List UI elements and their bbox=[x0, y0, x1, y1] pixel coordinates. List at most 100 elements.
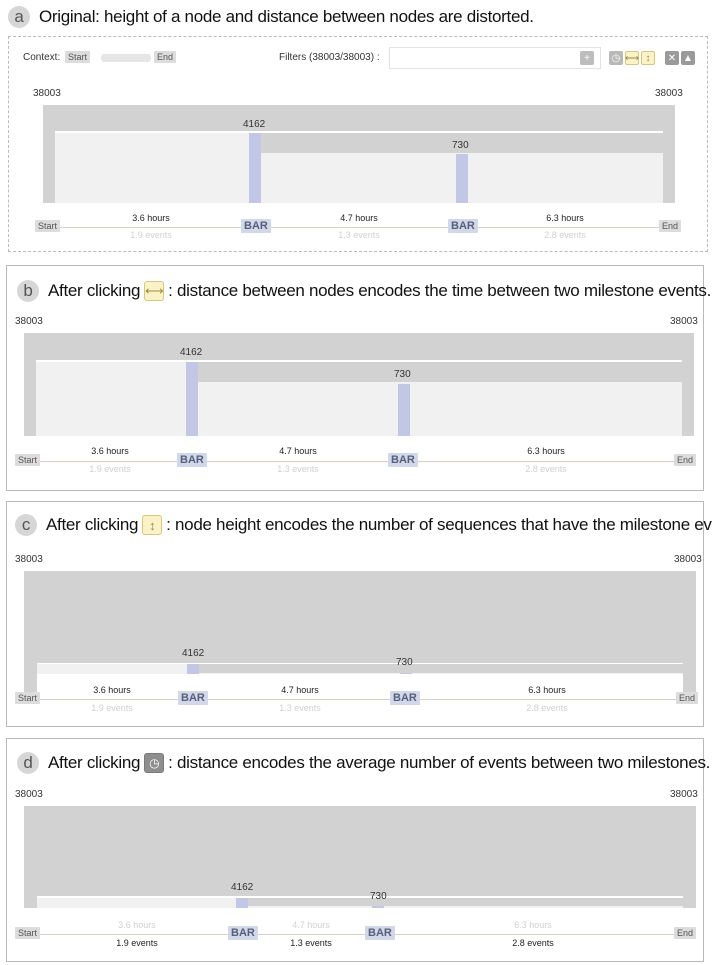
end-tag[interactable]: End bbox=[674, 927, 697, 939]
panel-a-view: Context: Start End Filters (38003/38003)… bbox=[8, 36, 708, 252]
start-tag[interactable]: Start bbox=[15, 927, 41, 939]
context-end-tag[interactable]: End bbox=[154, 51, 177, 63]
bar-node-2[interactable] bbox=[372, 906, 384, 908]
end-node bbox=[663, 105, 675, 203]
node1-count: 4162 bbox=[180, 347, 203, 358]
context-slider[interactable] bbox=[101, 54, 151, 62]
end-tag[interactable]: End bbox=[676, 692, 699, 704]
seg1-events: 1.9 events bbox=[130, 230, 172, 240]
timeline-axis bbox=[59, 227, 659, 228]
end-count: 38003 bbox=[674, 554, 702, 565]
bar-tag-2[interactable]: BAR bbox=[390, 691, 420, 705]
bar-tag-2[interactable]: BAR bbox=[365, 926, 395, 940]
caption-post: : node height encodes the number of sequ… bbox=[166, 515, 712, 534]
end-count: 38003 bbox=[670, 316, 698, 327]
start-tag[interactable]: Start bbox=[15, 454, 41, 466]
seg3-hours: 6.3 hours bbox=[514, 920, 552, 930]
horizontal-distance-icon: ⟷ bbox=[144, 281, 165, 301]
seg2-events: 1.3 events bbox=[290, 938, 332, 948]
bar-node-2[interactable] bbox=[398, 384, 410, 436]
panel-letter-badge: a bbox=[8, 6, 30, 28]
flow-node1 bbox=[248, 898, 683, 906]
panel-c-caption: c After clicking ↕ : node height encodes… bbox=[15, 514, 712, 536]
bar-tag-1[interactable]: BAR bbox=[241, 219, 271, 233]
filters-label: Filters (38003/38003) : bbox=[279, 52, 380, 63]
panel-letter-badge: c bbox=[15, 514, 37, 536]
panel-d-view: 38003 38003 4162 730 Start BAR BAR End 3… bbox=[6, 783, 704, 961]
end-tag[interactable]: End bbox=[659, 220, 682, 232]
start-count: 38003 bbox=[15, 789, 43, 800]
seg3-hours: 6.3 hours bbox=[527, 446, 565, 456]
seg3-events: 2.8 events bbox=[526, 703, 568, 713]
bar-node-2[interactable] bbox=[400, 673, 412, 674]
seg2-events: 1.3 events bbox=[277, 464, 319, 474]
node1-count: 4162 bbox=[243, 119, 266, 130]
seg2-hours: 4.7 hours bbox=[292, 920, 330, 930]
height-toggle-button[interactable]: ↕ bbox=[641, 51, 655, 65]
seg1-hours: 3.6 hours bbox=[91, 446, 129, 456]
seg1-hours: 3.6 hours bbox=[93, 685, 131, 695]
start-node bbox=[43, 105, 55, 203]
start-node bbox=[24, 333, 36, 436]
context-start-tag[interactable]: Start bbox=[65, 51, 91, 63]
start-count: 38003 bbox=[33, 88, 61, 99]
add-filter-button[interactable]: + bbox=[580, 51, 594, 65]
seg1-events: 1.9 events bbox=[89, 464, 131, 474]
flow-total bbox=[36, 333, 682, 360]
bar-tag-2[interactable]: BAR bbox=[448, 219, 478, 233]
timeline-axis bbox=[36, 934, 682, 935]
panel-b-view: 38003 38003 4162 730 Start BAR BAR End 3… bbox=[6, 310, 704, 490]
seg2-hours: 4.7 hours bbox=[279, 446, 317, 456]
seg3-hours: 6.3 hours bbox=[528, 685, 566, 695]
flow-total bbox=[37, 806, 683, 896]
start-count: 38003 bbox=[15, 316, 43, 327]
node2-count: 730 bbox=[394, 369, 411, 380]
bar-tag-1[interactable]: BAR bbox=[178, 691, 208, 705]
node1-count: 4162 bbox=[231, 882, 254, 893]
timeline-axis bbox=[36, 699, 682, 700]
node2-count: 730 bbox=[396, 657, 413, 668]
end-tag[interactable]: End bbox=[674, 454, 697, 466]
context-label: Context: bbox=[23, 52, 61, 63]
bar-tag-1[interactable]: BAR bbox=[228, 926, 258, 940]
caption-pre: After clicking bbox=[48, 753, 141, 772]
clock-toggle-button[interactable]: ◷ bbox=[609, 51, 623, 65]
end-node bbox=[683, 806, 696, 908]
end-count: 38003 bbox=[655, 88, 683, 99]
panel-c-view: 38003 38003 4162 730 Start BAR BAR End 3… bbox=[6, 548, 704, 726]
timeline-axis bbox=[36, 461, 682, 462]
end-count: 38003 bbox=[670, 789, 698, 800]
seg1-events: 1.9 events bbox=[116, 938, 158, 948]
bar-node-1[interactable] bbox=[186, 362, 198, 436]
bar-node-1[interactable] bbox=[187, 664, 199, 674]
flow-node1 bbox=[261, 133, 663, 153]
panel-d-caption: d After clicking ◷ : distance encodes th… bbox=[17, 752, 710, 774]
bar-node-2[interactable] bbox=[456, 154, 468, 203]
end-node bbox=[683, 571, 696, 698]
bar-tag-2[interactable]: BAR bbox=[388, 453, 418, 467]
filters-input[interactable] bbox=[389, 47, 601, 69]
start-count: 38003 bbox=[15, 554, 43, 565]
node1-count: 4162 bbox=[182, 648, 205, 659]
collapse-icon[interactable]: ▲ bbox=[681, 51, 695, 65]
seg3-events: 2.8 events bbox=[525, 464, 567, 474]
caption-text: Original: height of a node and distance … bbox=[39, 7, 534, 26]
panel-b-caption: b After clicking ⟷ : distance between no… bbox=[17, 280, 711, 302]
bar-node-1[interactable] bbox=[249, 133, 261, 203]
flow-node1 bbox=[198, 362, 682, 382]
panel-letter-badge: d bbox=[17, 752, 39, 774]
seg2-hours: 4.7 hours bbox=[340, 213, 378, 223]
close-icon[interactable]: ✕ bbox=[665, 51, 679, 65]
seg3-events: 2.8 events bbox=[544, 230, 586, 240]
seg1-events: 1.9 events bbox=[91, 703, 133, 713]
node2-count: 730 bbox=[452, 140, 469, 151]
bar-tag-1[interactable]: BAR bbox=[177, 453, 207, 467]
flow-total bbox=[55, 105, 663, 131]
seg3-events: 2.8 events bbox=[512, 938, 554, 948]
bar-node-1[interactable] bbox=[236, 898, 248, 908]
start-tag[interactable]: Start bbox=[15, 692, 41, 704]
start-tag[interactable]: Start bbox=[35, 220, 61, 232]
caption-pre: After clicking bbox=[46, 515, 139, 534]
caption-post: : distance encodes the average number of… bbox=[168, 753, 711, 772]
distance-toggle-button[interactable]: ⟷ bbox=[624, 51, 640, 65]
